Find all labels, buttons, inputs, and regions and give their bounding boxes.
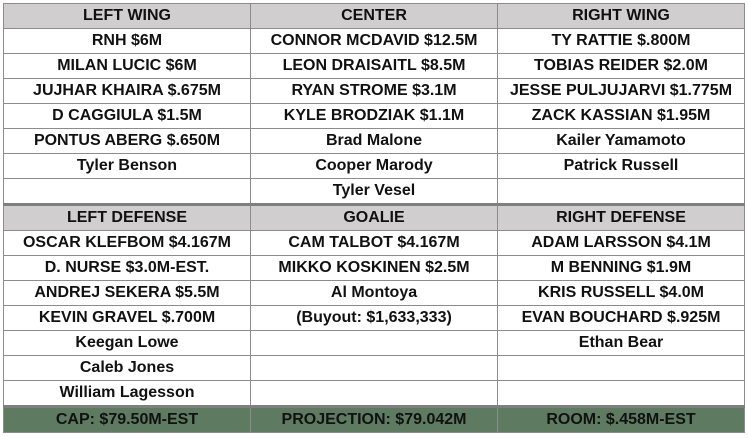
header-goalie: GOALIE — [250, 203, 498, 231]
defense-row: Keegan Lowe Ethan Bear — [3, 330, 745, 356]
right-wing-cell: TOBIAS REIDER $2.0M — [497, 53, 745, 79]
forwards-row: Tyler Vesel — [3, 178, 745, 205]
left-wing-cell: MILAN LUCIC $6M — [3, 53, 251, 79]
right-defense-cell: KRIS RUSSELL $4.0M — [497, 280, 745, 306]
center-cell: CONNOR MCDAVID $12.5M — [250, 28, 498, 54]
cap-room: ROOM: $.458M-EST — [497, 405, 745, 433]
forwards-row: Tyler Benson Cooper Marody Patrick Russe… — [3, 153, 745, 179]
header-right-wing: RIGHT WING — [497, 3, 745, 29]
left-wing-cell — [3, 178, 251, 205]
center-prospect-cell: Brad Malone — [250, 128, 498, 154]
left-wing-cell: RNH $6M — [3, 28, 251, 54]
left-defense-prospect-cell: Caleb Jones — [3, 355, 251, 381]
right-wing-cell: JESSE PULJUJARVI $1.775M — [497, 78, 745, 104]
left-defense-cell: OSCAR KLEFBOM $4.167M — [3, 230, 251, 256]
cap-total: CAP: $79.50M-EST — [3, 405, 251, 433]
forwards-row: RNH $6M CONNOR MCDAVID $12.5M TY RATTIE … — [3, 28, 745, 54]
defense-row: Caleb Jones — [3, 355, 745, 381]
right-wing-prospect-cell: Kailer Yamamoto — [497, 128, 745, 154]
center-cell: LEON DRAISAITL $8.5M — [250, 53, 498, 79]
left-defense-prospect-cell: William Lagesson — [3, 380, 251, 407]
forwards-row: D CAGGIULA $1.5M KYLE BRODZIAK $1.1M ZAC… — [3, 103, 745, 129]
left-wing-cell: JUJHAR KHAIRA $.675M — [3, 78, 251, 104]
left-defense-cell: D. NURSE $3.0M-EST. — [3, 255, 251, 281]
goalie-cell: CAM TALBOT $4.167M — [250, 230, 498, 256]
left-defense-prospect-cell: Keegan Lowe — [3, 330, 251, 356]
center-cell: RYAN STROME $3.1M — [250, 78, 498, 104]
depth-chart-table: LEFT WING CENTER RIGHT WING RNH $6M CONN… — [3, 3, 745, 433]
left-wing-prospect-cell: Tyler Benson — [3, 153, 251, 179]
right-wing-cell — [497, 178, 745, 205]
defense-header-row: LEFT DEFENSE GOALIE RIGHT DEFENSE — [3, 203, 745, 231]
right-wing-cell: TY RATTIE $.800M — [497, 28, 745, 54]
goalie-cell — [250, 330, 498, 356]
header-center: CENTER — [250, 3, 498, 29]
defense-row: D. NURSE $3.0M-EST. MIKKO KOSKINEN $2.5M… — [3, 255, 745, 281]
left-defense-cell: ANDREJ SEKERA $5.5M — [3, 280, 251, 306]
right-defense-cell: M BENNING $1.9M — [497, 255, 745, 281]
goalie-cell — [250, 355, 498, 381]
forwards-row: MILAN LUCIC $6M LEON DRAISAITL $8.5M TOB… — [3, 53, 745, 79]
forwards-row: PONTUS ABERG $.650M Brad Malone Kailer Y… — [3, 128, 745, 154]
right-defense-cell — [497, 380, 745, 407]
right-defense-cell — [497, 355, 745, 381]
forwards-header-row: LEFT WING CENTER RIGHT WING — [3, 3, 745, 29]
cap-summary-row: CAP: $79.50M-EST PROJECTION: $79.042M RO… — [3, 405, 745, 433]
right-defense-cell: EVAN BOUCHARD $.925M — [497, 305, 745, 331]
defense-row: ANDREJ SEKERA $5.5M Al Montoya KRIS RUSS… — [3, 280, 745, 306]
forwards-row: JUJHAR KHAIRA $.675M RYAN STROME $3.1M J… — [3, 78, 745, 104]
left-defense-cell: KEVIN GRAVEL $.700M — [3, 305, 251, 331]
center-cell: KYLE BRODZIAK $1.1M — [250, 103, 498, 129]
cap-projection: PROJECTION: $79.042M — [250, 405, 498, 433]
center-prospect-cell: Cooper Marody — [250, 153, 498, 179]
left-wing-cell: PONTUS ABERG $.650M — [3, 128, 251, 154]
header-right-defense: RIGHT DEFENSE — [497, 203, 745, 231]
right-defense-prospect-cell: Ethan Bear — [497, 330, 745, 356]
defense-row: KEVIN GRAVEL $.700M (Buyout: $1,633,333)… — [3, 305, 745, 331]
center-prospect-cell: Tyler Vesel — [250, 178, 498, 205]
buyout-cell: (Buyout: $1,633,333) — [250, 305, 498, 331]
right-wing-cell: ZACK KASSIAN $1.95M — [497, 103, 745, 129]
goalie-prospect-cell: Al Montoya — [250, 280, 498, 306]
goalie-cell — [250, 380, 498, 407]
right-wing-prospect-cell: Patrick Russell — [497, 153, 745, 179]
left-wing-cell: D CAGGIULA $1.5M — [3, 103, 251, 129]
right-defense-cell: ADAM LARSSON $4.1M — [497, 230, 745, 256]
goalie-cell: MIKKO KOSKINEN $2.5M — [250, 255, 498, 281]
header-left-defense: LEFT DEFENSE — [3, 203, 251, 231]
defense-row: OSCAR KLEFBOM $4.167M CAM TALBOT $4.167M… — [3, 230, 745, 256]
defense-row: William Lagesson — [3, 380, 745, 407]
header-left-wing: LEFT WING — [3, 3, 251, 29]
